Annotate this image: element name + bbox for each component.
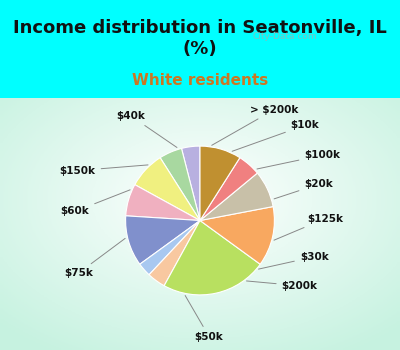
Text: $60k: $60k bbox=[60, 190, 130, 216]
Wedge shape bbox=[140, 220, 200, 275]
Text: $100k: $100k bbox=[257, 150, 340, 169]
Text: > $200k: > $200k bbox=[212, 105, 298, 145]
Text: Income distribution in Seatonville, IL
(%): Income distribution in Seatonville, IL (… bbox=[13, 19, 387, 58]
Text: $20k: $20k bbox=[274, 179, 333, 199]
Text: City-Data.com: City-Data.com bbox=[252, 32, 317, 41]
Wedge shape bbox=[182, 146, 200, 220]
Text: $40k: $40k bbox=[117, 111, 177, 147]
Wedge shape bbox=[200, 146, 240, 220]
Text: $30k: $30k bbox=[258, 252, 328, 269]
Wedge shape bbox=[164, 220, 260, 295]
Text: $200k: $200k bbox=[246, 281, 318, 291]
Wedge shape bbox=[200, 173, 273, 220]
Wedge shape bbox=[160, 148, 200, 220]
Wedge shape bbox=[200, 206, 274, 264]
Wedge shape bbox=[135, 158, 200, 220]
Text: $10k: $10k bbox=[232, 120, 320, 151]
Wedge shape bbox=[149, 220, 200, 286]
Text: White residents: White residents bbox=[132, 73, 268, 88]
Text: $75k: $75k bbox=[64, 238, 125, 278]
Wedge shape bbox=[126, 185, 200, 220]
Text: $125k: $125k bbox=[274, 214, 343, 240]
Text: $150k: $150k bbox=[60, 165, 148, 176]
Text: $50k: $50k bbox=[185, 295, 224, 342]
Wedge shape bbox=[126, 216, 200, 264]
Wedge shape bbox=[200, 158, 257, 220]
